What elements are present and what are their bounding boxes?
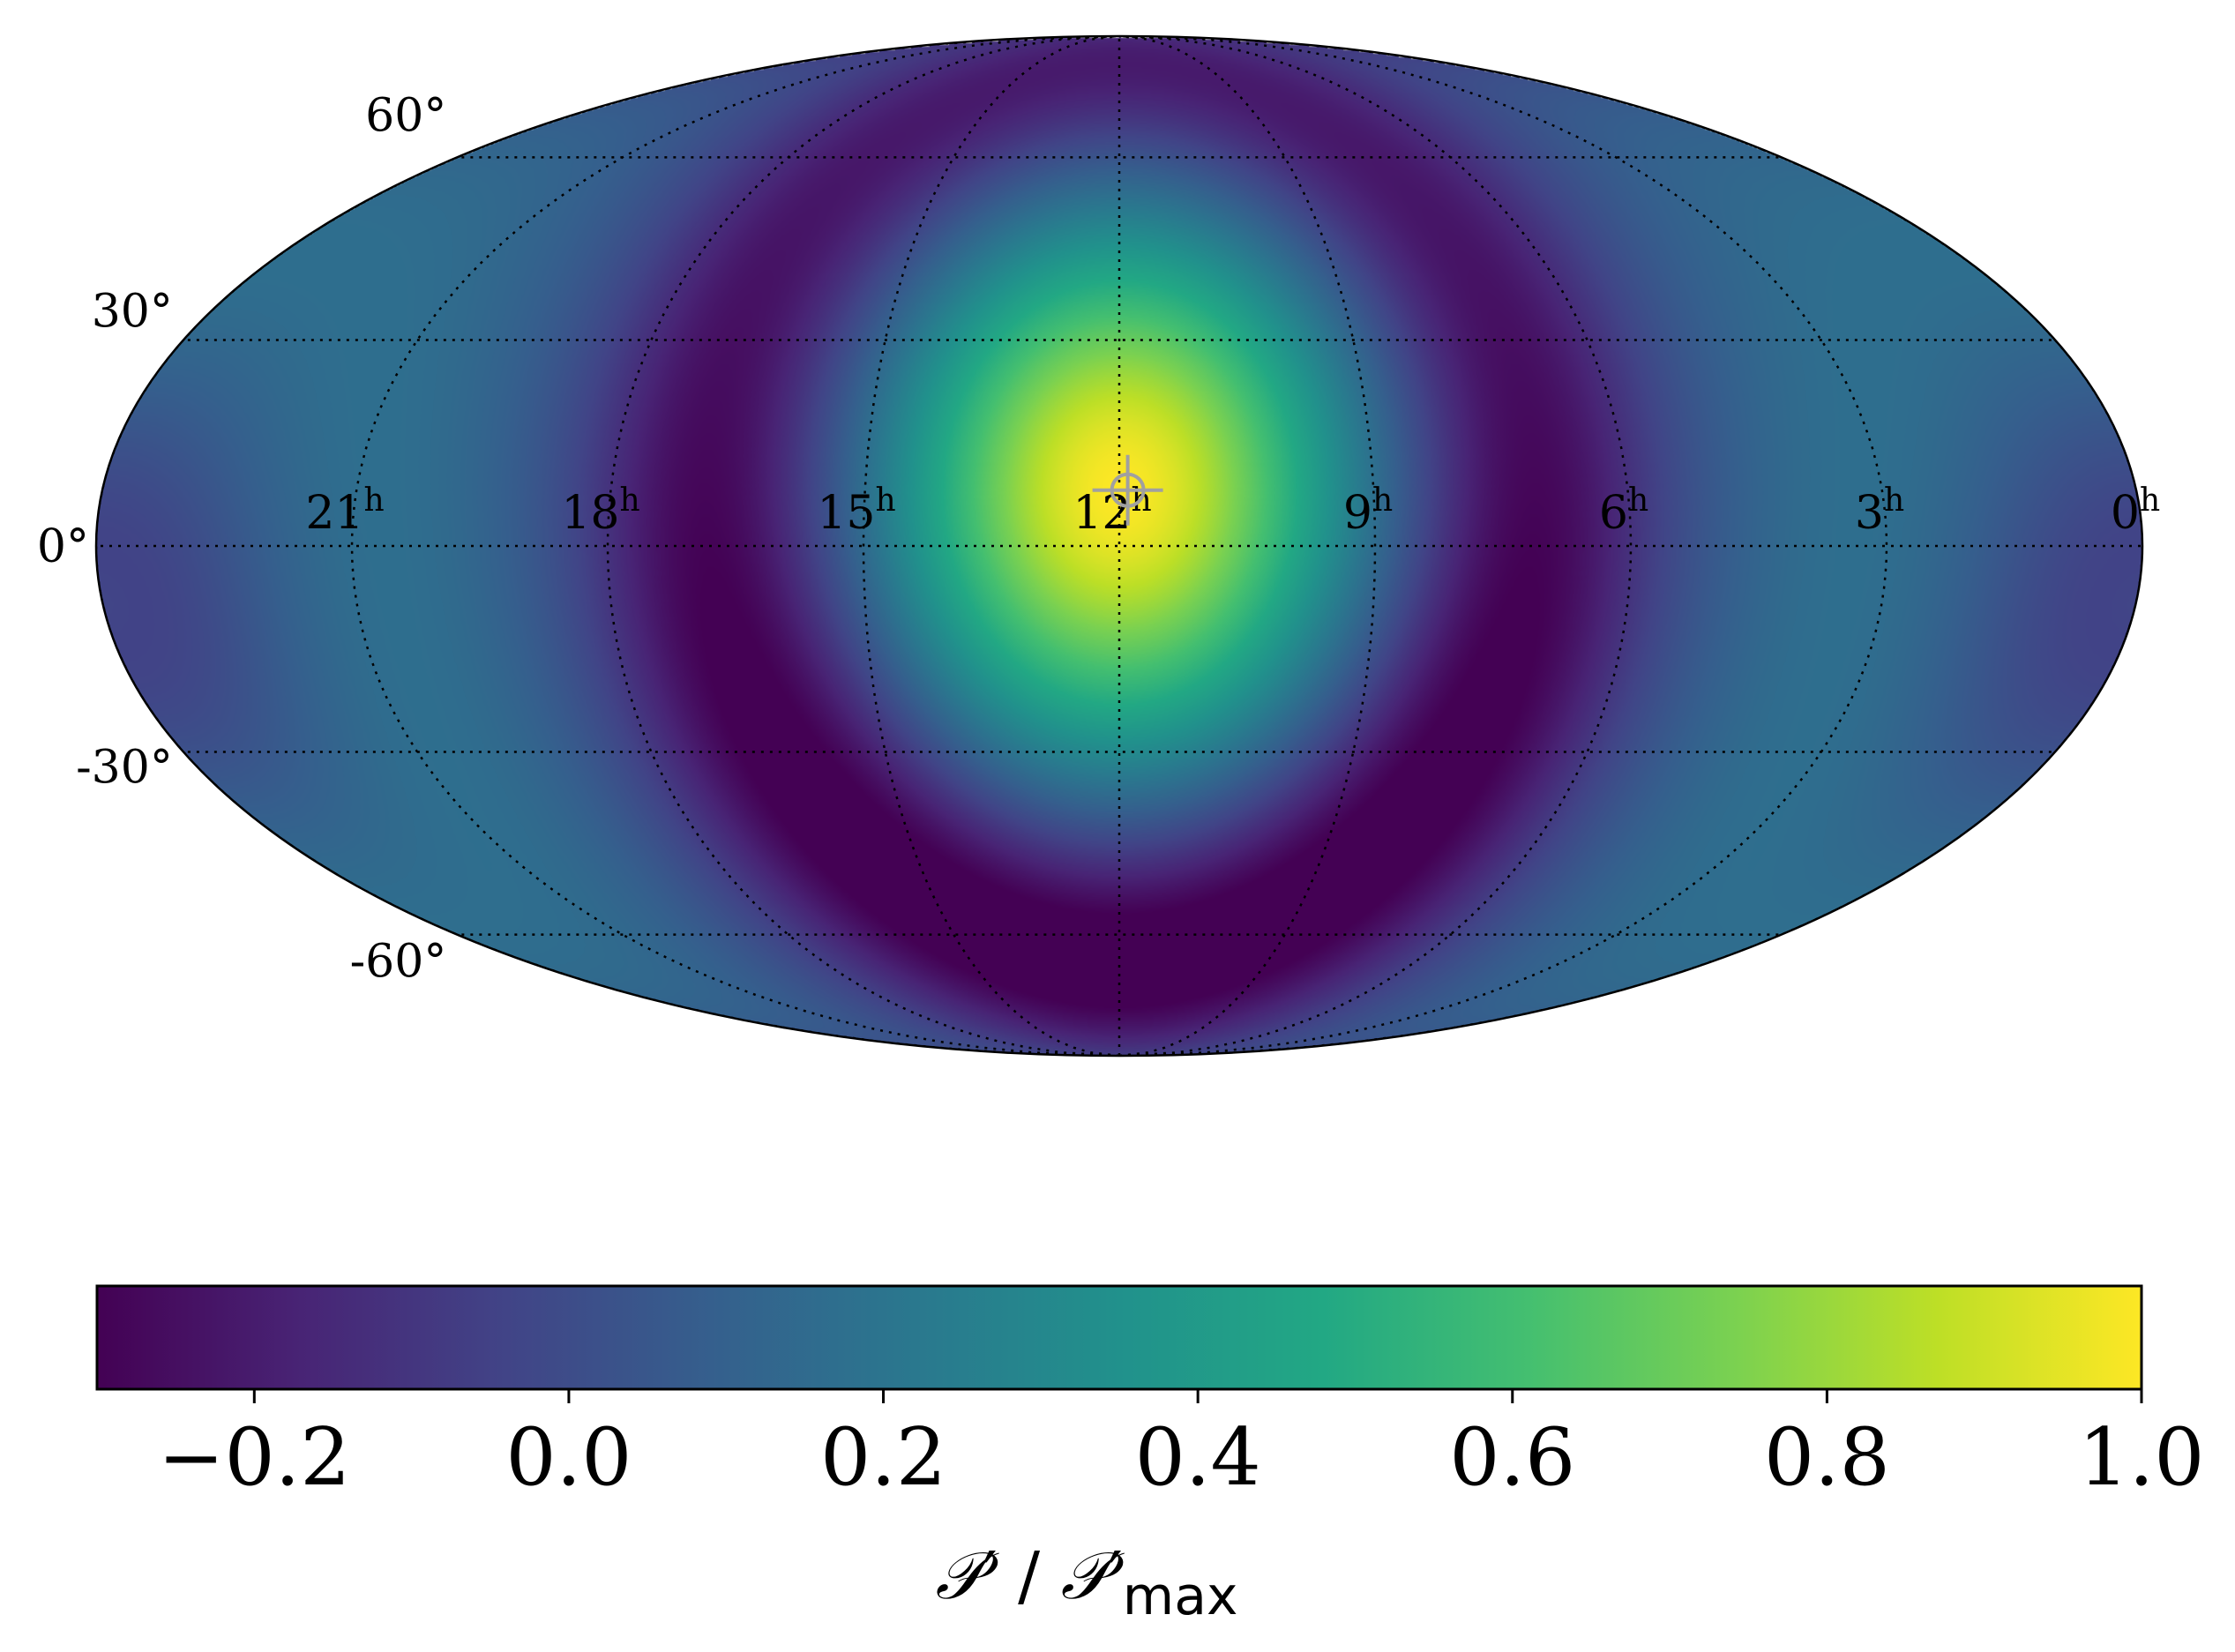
colorbar-tick-label: 0.8 — [1764, 1411, 1890, 1504]
colorbar-label: 𝒫′ / 𝒫′max — [935, 1538, 1237, 1627]
colorbar-ticks: −0.2 0.0 0.2 0.4 0.6 0.8 1.0 — [158, 1389, 2205, 1504]
ra-label-value: 12 — [1073, 487, 1131, 540]
dec-label: -60° — [350, 936, 447, 989]
meridian-line — [862, 36, 1120, 1056]
meridian-line — [1118, 36, 1888, 1056]
ra-label-value: 0 — [2111, 487, 2140, 540]
colorbar-tick-label: 0.4 — [1135, 1411, 1261, 1504]
colorbar-label-sub: max — [1123, 1566, 1238, 1627]
ra-label-unit: h — [1884, 482, 1904, 519]
ra-label-unit: h — [619, 482, 639, 519]
dec-label: 0° — [37, 520, 89, 573]
ra-label: 0h — [2111, 482, 2160, 540]
colorbar-tick-label: 0.2 — [820, 1411, 946, 1504]
meridian-line — [350, 36, 1120, 1056]
meridian-line — [1118, 36, 1377, 1056]
ra-label-value: 15 — [817, 487, 875, 540]
dec-labels: 60° 30° 0° -30° -60° — [37, 89, 446, 988]
colorbar-tick-label: 1.0 — [2078, 1411, 2204, 1504]
ra-label-unit: h — [2140, 482, 2160, 519]
ra-label-value: 18 — [561, 487, 619, 540]
colorbar-label-prime1: ′ — [983, 1538, 998, 1614]
dec-label: 30° — [92, 286, 173, 339]
ra-label-value: 9 — [1343, 487, 1372, 540]
ra-label: 3h — [1855, 482, 1904, 540]
ra-labels: 21h 18h 15h 12h 9h 6h 3h 0h — [305, 482, 2160, 540]
map-boundary — [94, 34, 2144, 1058]
colorbar-label-sep: / — [998, 1538, 1061, 1614]
ra-label-unit: h — [1628, 482, 1648, 519]
colorbar: −0.2 0.0 0.2 0.4 0.6 0.8 1.0 𝒫′ / 𝒫′max — [95, 1284, 2205, 1627]
ra-label: 15h — [817, 482, 895, 540]
ra-label-value: 6 — [1599, 487, 1628, 540]
dec-label: -30° — [76, 741, 173, 794]
ra-label: 18h — [561, 482, 639, 540]
colorbar-label-prime2: ′ — [1108, 1538, 1123, 1614]
meridian-line — [606, 36, 1120, 1056]
ra-label-unit: h — [1372, 482, 1393, 519]
colorbar-tick-label: 0.6 — [1449, 1411, 1575, 1504]
dec-label: 60° — [365, 89, 446, 142]
target-marker — [1092, 454, 1163, 526]
ra-label: 6h — [1599, 482, 1648, 540]
meridian-line — [1118, 36, 1633, 1056]
ra-label-value: 3 — [1855, 487, 1884, 540]
ra-label: 9h — [1343, 482, 1393, 540]
grid-lines — [96, 36, 2142, 1056]
colorbar-tick-label: 0.0 — [505, 1411, 632, 1504]
ra-label: 21h — [305, 482, 384, 540]
colorbar-tick-label: −0.2 — [158, 1411, 351, 1504]
ra-label-unit: h — [363, 482, 384, 519]
ra-label-value: 21 — [305, 487, 363, 540]
ra-label-unit: h — [875, 482, 895, 519]
colorbar-gradient — [95, 1284, 2143, 1391]
